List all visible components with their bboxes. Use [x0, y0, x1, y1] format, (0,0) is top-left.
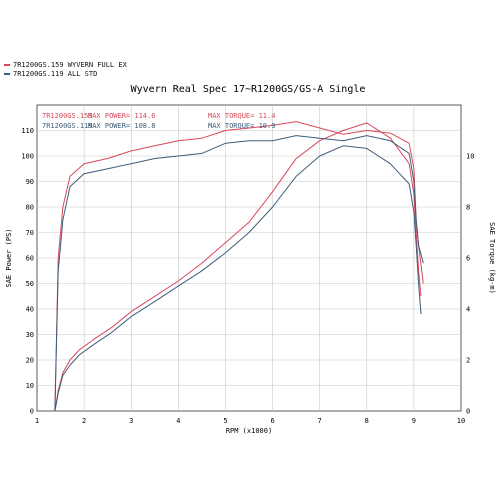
y-tick-label: 20 — [26, 357, 34, 365]
y-tick-label: 70 — [26, 229, 34, 237]
y-tick-label: 80 — [26, 204, 34, 212]
x-tick-label: 8 — [365, 417, 369, 425]
y-tick-label: 30 — [26, 331, 34, 339]
x-tick-label: 6 — [270, 417, 274, 425]
grid — [37, 105, 461, 411]
y-tick-label: 100 — [21, 153, 34, 161]
x-tick-label: 1 — [35, 417, 39, 425]
annotation-blue-torque: MAX TORQUE= 10.9 — [208, 122, 275, 130]
y-tick-label: 40 — [26, 306, 34, 314]
series-line-2 — [54, 121, 424, 412]
y2-tick-label: 8 — [466, 204, 470, 212]
chart-title: Wyvern Real Spec 17~R1200GS/GS-A Single — [131, 84, 366, 95]
y2-tick-label: 10 — [466, 153, 474, 161]
legend-swatch-red — [4, 64, 10, 66]
y-axis-ticks: 0 10 20 30 40 50 60 70 80 90 100 110 — [21, 127, 34, 416]
x-tick-label: 9 — [412, 417, 416, 425]
annotation-blue-power: MAX POWER= 108.8 — [88, 122, 155, 130]
x-tick-label: 7 — [318, 417, 322, 425]
series-lines — [54, 121, 424, 412]
y2-tick-label: 4 — [466, 306, 470, 314]
legend-item-red: 7R1200GS.159 WYVERN FULL EX — [4, 61, 127, 69]
legend-item-blue: 7R1200GS.119 ALL STD — [4, 70, 97, 78]
y2-tick-label: 2 — [466, 357, 470, 365]
y2-tick-label: 0 — [466, 408, 470, 416]
y-tick-label: 10 — [26, 382, 34, 390]
x-tick-label: 4 — [176, 417, 180, 425]
x-tick-label: 5 — [223, 417, 227, 425]
annotation-blue-name: 7R1200GS.119 — [42, 122, 93, 130]
y-tick-label: 90 — [26, 178, 34, 186]
series-line-1 — [54, 145, 422, 412]
y2-axis-label: SAE Torque (kg-m) — [488, 222, 496, 294]
annotation-red-name: 7R1200GS.159 — [42, 112, 93, 120]
series-line-0 — [54, 122, 422, 412]
series-line-3 — [54, 135, 424, 412]
x-tick-label: 2 — [82, 417, 86, 425]
x-tick-label: 3 — [129, 417, 133, 425]
y-tick-label: 0 — [30, 408, 34, 416]
x-axis-label: RPM (x1000) — [226, 427, 272, 435]
legend-label-blue: 7R1200GS.119 ALL STD — [13, 70, 98, 78]
y-tick-label: 50 — [26, 280, 34, 288]
y2-axis-ticks: 0 2 4 6 8 10 — [466, 153, 474, 416]
legend-label-red: 7R1200GS.159 WYVERN FULL EX — [13, 61, 127, 69]
y-tick-label: 110 — [21, 127, 34, 135]
legend-swatch-blue — [4, 73, 10, 75]
y-tick-label: 60 — [26, 255, 34, 263]
x-axis-ticks: 1 2 3 4 5 6 7 8 9 10 — [35, 417, 465, 425]
annotation-red-power: MAX POWER= 114.6 — [88, 112, 155, 120]
annotation-red-torque: MAX TORQUE= 11.4 — [208, 112, 275, 120]
y-axis-label: SAE Power (PS) — [5, 228, 13, 287]
y2-tick-label: 6 — [466, 255, 470, 263]
x-tick-label: 10 — [457, 417, 465, 425]
